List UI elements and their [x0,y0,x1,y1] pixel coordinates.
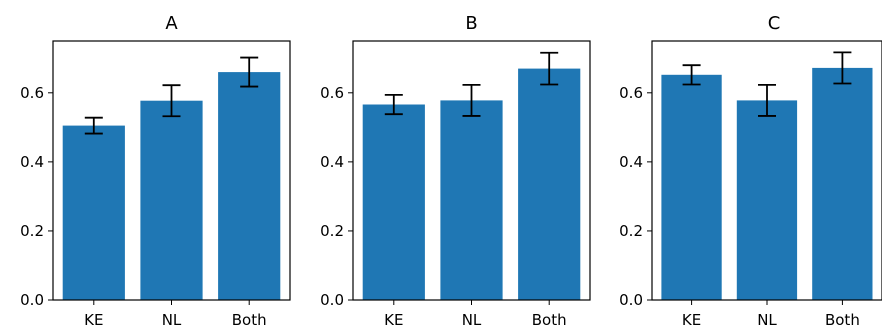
axes-frame [352,40,591,301]
y-tick-label: 0.4 [20,153,44,171]
y-tick-label: 0.6 [20,84,44,102]
chart-panel: KE NL Both 0.0 0.2 0.4 0.6 B [320,13,591,329]
axes-frame [651,40,882,301]
x-tick-label: Both [825,311,860,329]
y-tick-label: 0.2 [20,222,44,240]
x-tick-label: KE [682,311,701,329]
y-tick-label: 0.6 [320,84,344,102]
axes-frame [52,40,291,301]
bar [440,100,503,301]
chart-title: A [165,13,178,34]
y-tick-label: 0.2 [320,222,344,240]
y-tick-label: 0.6 [619,84,643,102]
y-tick-label: 0.0 [20,291,44,309]
x-tick-label: NL [162,311,182,329]
x-tick-label: KE [84,311,103,329]
y-tick-label: 0.0 [619,291,643,309]
bar [736,100,798,301]
chart-panel: KE NL Both 0.0 0.2 0.4 0.6 C [619,13,882,329]
bar [62,125,125,300]
x-tick-label: KE [384,311,403,329]
bar [362,104,425,300]
chart-title: B [465,13,477,34]
x-tick-label: Both [232,311,267,329]
y-tick-label: 0.0 [320,291,344,309]
chart-title: C [768,13,781,34]
x-tick-label: NL [757,311,777,329]
bar [661,74,722,300]
bar [812,67,873,301]
chart-panel: KE NL Both 0.0 0.2 0.4 0.6 A [20,13,291,329]
y-tick-label: 0.2 [619,222,643,240]
bar [218,72,281,300]
x-tick-label: Both [532,311,567,329]
bar [518,68,581,300]
x-tick-label: NL [462,311,482,329]
y-tick-label: 0.4 [320,153,344,171]
y-tick-label: 0.4 [619,153,643,171]
bar [140,100,203,300]
